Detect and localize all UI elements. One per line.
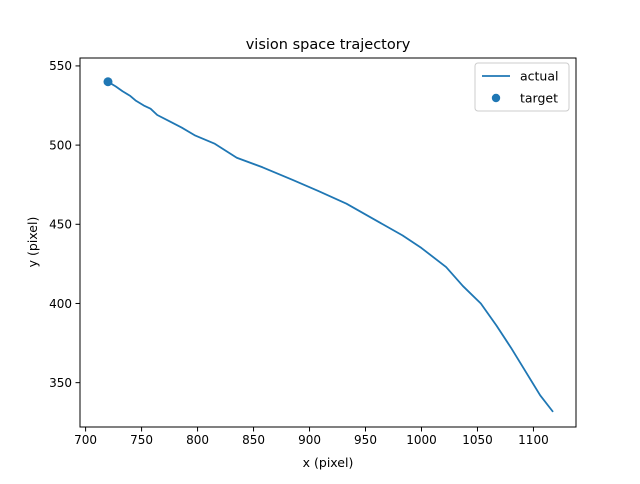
legend-target-label: target [520,91,558,106]
x-tick-label: 700 [74,433,97,447]
y-tick-label: 450 [49,218,72,232]
x-axis-label: x (pixel) [303,455,354,470]
x-tick-label: 1100 [518,433,549,447]
legend-target-swatch [491,93,501,103]
y-tick-label: 550 [49,59,72,73]
y-tick-label: 400 [49,297,72,311]
legend: actual target [474,62,570,112]
x-tick-label: 850 [242,433,265,447]
x-tick-label: 750 [130,433,153,447]
x-tick-label: 1000 [406,433,437,447]
chart-title: vision space trajectory [246,37,411,53]
y-tick-label: 500 [49,138,72,152]
x-tick-label: 950 [354,433,377,447]
x-tick-label: 800 [186,433,209,447]
plot-area: 700 750 800 850 900 950 1000 1050 1100 350 400 450 5… [49,57,577,447]
axes-frame [79,57,577,428]
x-tick-label: 1050 [462,433,493,447]
x-tick-label: 900 [298,433,321,447]
series-line-actual [106,80,554,413]
y-tick-label: 350 [49,376,72,390]
y-axis-label: y (pixel) [25,217,40,268]
scatter-point-target [103,77,113,87]
legend-actual-label: actual [520,69,559,84]
